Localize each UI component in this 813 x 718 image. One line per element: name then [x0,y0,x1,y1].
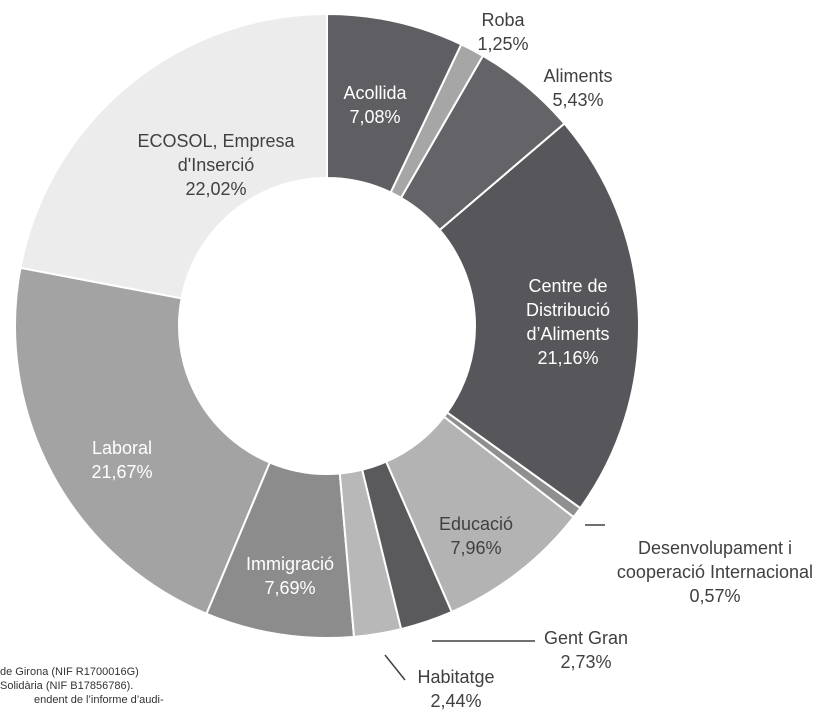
value-label: 22,02% [185,179,247,199]
leader-line [384,654,406,681]
slice-label: ECOSOL, Empresa d'Inserció 22,02% [121,129,311,201]
category-label: Aliments [543,66,613,86]
value-label: 5,43% [552,90,604,110]
slice [360,460,454,631]
value-label: 2,73% [560,652,612,672]
slice-label: Roba 1,25% [463,8,543,56]
category-label: Acollida [343,83,407,103]
slice [338,468,403,638]
slice-label: Desenvolupament i cooperació Internacion… [615,536,813,608]
category-label: Laboral [91,438,153,458]
value-label: 0,57% [689,586,741,606]
category-label: Centre de Distribució d’Aliments [525,276,611,344]
slice [384,415,576,614]
category-label: Habitatge [417,667,495,687]
slice [326,12,463,194]
value-label: 1,25% [477,34,529,54]
value-label: 2,44% [430,691,482,711]
value-label: 21,16% [537,348,599,368]
slice [399,54,566,232]
slice [205,461,356,639]
value-label: 21,67% [91,462,153,482]
slice [14,266,272,616]
slice-label: Centre de Distribució d’Aliments 21,16% [508,274,628,370]
slice-label: Aliments 5,43% [523,64,633,112]
value-label: 7,08% [349,107,401,127]
category-label: Immigració [245,554,334,574]
footnote-line: de Girona (NIF R1700016G) [0,666,139,678]
footnote-line: Solidària (NIF B17856786). [0,680,134,692]
slice-label: Immigració 7,69% [230,552,350,600]
slice [19,12,328,300]
category-label: Desenvolupament i cooperació Internacion… [616,538,813,582]
slice-label: Laboral 21,67% [67,436,177,484]
slice-label: Habitatge 2,44% [401,665,511,713]
value-label: 7,96% [450,538,502,558]
slice-label: Acollida 7,08% [315,81,435,129]
category-label: Educació [438,514,514,534]
slice-label: Gent Gran 2,73% [531,626,641,674]
footnote-line: endent de l’informe d’audi- [34,694,164,706]
category-label: ECOSOL, Empresa d'Inserció [137,131,295,175]
value-label: 7,69% [264,578,316,598]
category-label: Gent Gran [543,628,629,648]
slice [438,122,640,510]
slice-label: Educació 7,96% [421,512,531,560]
category-label: Roba [481,10,525,30]
